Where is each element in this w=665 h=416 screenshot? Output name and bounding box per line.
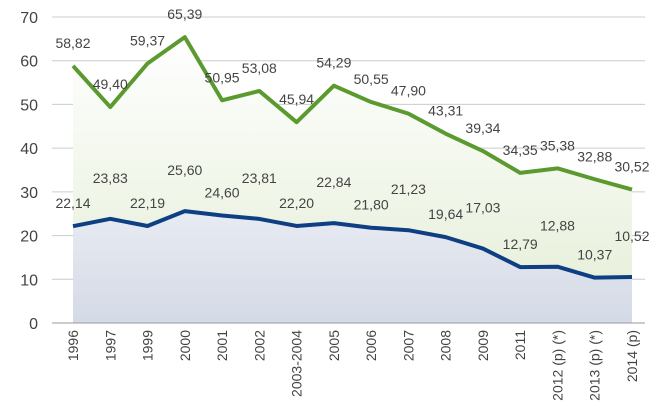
x-tick-label: 2000 <box>177 330 193 361</box>
y-tick-label: 20 <box>20 229 38 246</box>
x-tick-label: 2007 <box>400 330 416 361</box>
data-label: 45,94 <box>279 91 314 107</box>
data-label: 34,35 <box>503 142 538 158</box>
data-label: 19,64 <box>428 206 463 222</box>
data-label: 30,52 <box>614 159 649 175</box>
data-label: 23,83 <box>93 170 128 186</box>
data-label: 22,14 <box>55 195 90 211</box>
data-label: 12,79 <box>503 236 538 252</box>
x-tick-label: 2009 <box>475 330 491 361</box>
data-label: 17,03 <box>465 200 500 216</box>
data-label: 22,19 <box>130 195 165 211</box>
x-tick-label: 2006 <box>363 330 379 361</box>
x-tick-label: 2008 <box>438 330 454 361</box>
x-tick-label: 2014 (p) <box>624 330 640 382</box>
data-label: 12,88 <box>540 218 575 234</box>
data-label: 10,37 <box>577 247 612 263</box>
x-tick-label: 2001 <box>214 330 230 361</box>
data-label: 23,81 <box>242 170 277 186</box>
y-tick-label: 40 <box>20 141 38 158</box>
y-tick-label: 50 <box>20 97 38 114</box>
data-label: 21,23 <box>391 181 426 197</box>
data-label: 35,38 <box>540 137 575 153</box>
x-tick-label: 2005 <box>326 330 342 361</box>
y-tick-label: 60 <box>20 54 38 71</box>
y-tick-label: 10 <box>20 272 38 289</box>
data-label: 49,40 <box>93 76 128 92</box>
x-tick-label: 2011 <box>512 330 528 360</box>
data-label: 10,52 <box>614 228 649 244</box>
data-label: 39,34 <box>465 120 500 136</box>
data-label: 59,37 <box>130 32 165 48</box>
y-tick-label: 0 <box>29 316 38 333</box>
x-tick-label: 2003-2004 <box>289 330 305 397</box>
data-label: 53,08 <box>242 60 277 76</box>
y-tick-label: 70 <box>20 10 38 27</box>
data-label: 24,60 <box>205 184 240 200</box>
line <box>71 35 633 192</box>
data-label: 58,82 <box>55 35 90 51</box>
y-tick-label: 30 <box>20 185 38 202</box>
data-label: 50,95 <box>205 69 240 85</box>
data-label: 47,90 <box>391 83 426 99</box>
x-tick-label: 1999 <box>140 330 156 361</box>
x-tick-label: 1997 <box>102 330 118 361</box>
x-tick-label: 1996 <box>65 330 81 361</box>
data-label: 54,29 <box>316 55 351 71</box>
x-tick-label: 2002 <box>251 330 267 361</box>
data-label: 43,31 <box>428 103 463 119</box>
x-tick-label: 2012 (p) (*) <box>549 330 565 401</box>
data-label: 65,39 <box>167 6 202 22</box>
data-label: 50,55 <box>354 71 389 87</box>
data-label: 32,88 <box>577 148 612 164</box>
data-label: 21,80 <box>354 197 389 213</box>
data-label: 22,84 <box>316 174 351 190</box>
data-label: 25,60 <box>167 162 202 178</box>
data-label: 22,20 <box>279 195 314 211</box>
area <box>73 211 632 323</box>
x-tick-label: 2013 (p) (*) <box>587 330 603 401</box>
line <box>72 209 633 280</box>
